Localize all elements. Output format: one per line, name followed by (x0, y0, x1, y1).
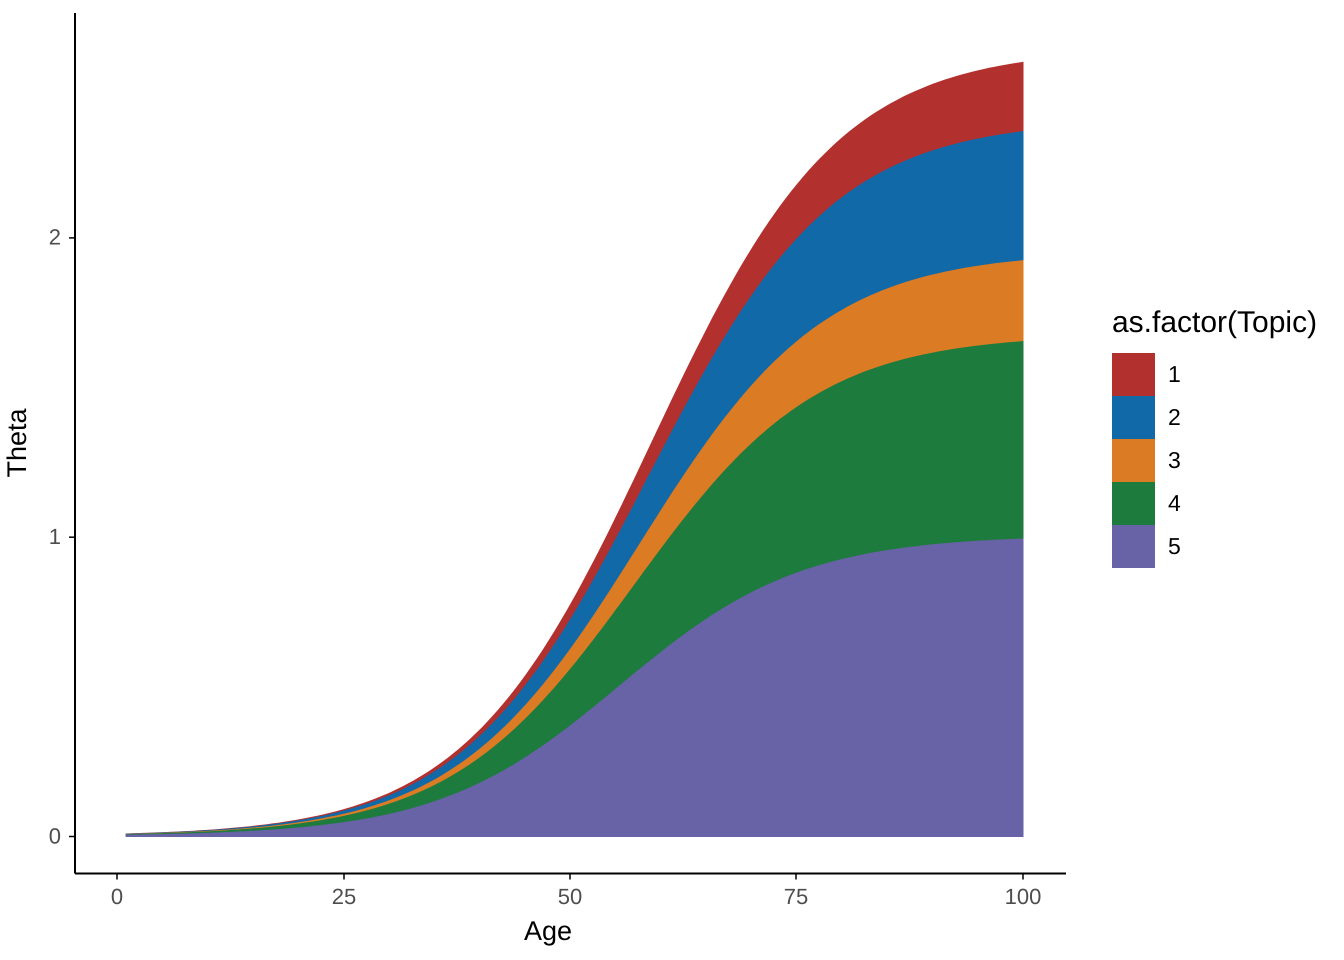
svg-text:25: 25 (332, 884, 356, 909)
svg-text:4: 4 (1168, 490, 1181, 516)
svg-text:1: 1 (1168, 361, 1181, 387)
svg-text:0: 0 (49, 823, 61, 848)
svg-text:0: 0 (111, 884, 123, 909)
svg-text:as.factor(Topic): as.factor(Topic) (1112, 306, 1317, 339)
svg-text:75: 75 (784, 884, 808, 909)
svg-text:100: 100 (1005, 884, 1042, 909)
svg-text:5: 5 (1168, 533, 1181, 559)
svg-text:Age: Age (524, 916, 572, 946)
svg-text:Theta: Theta (2, 407, 32, 477)
svg-text:2: 2 (49, 225, 61, 250)
svg-text:1: 1 (49, 524, 61, 549)
svg-text:3: 3 (1168, 447, 1181, 473)
svg-text:50: 50 (558, 884, 582, 909)
svg-text:2: 2 (1168, 404, 1181, 430)
